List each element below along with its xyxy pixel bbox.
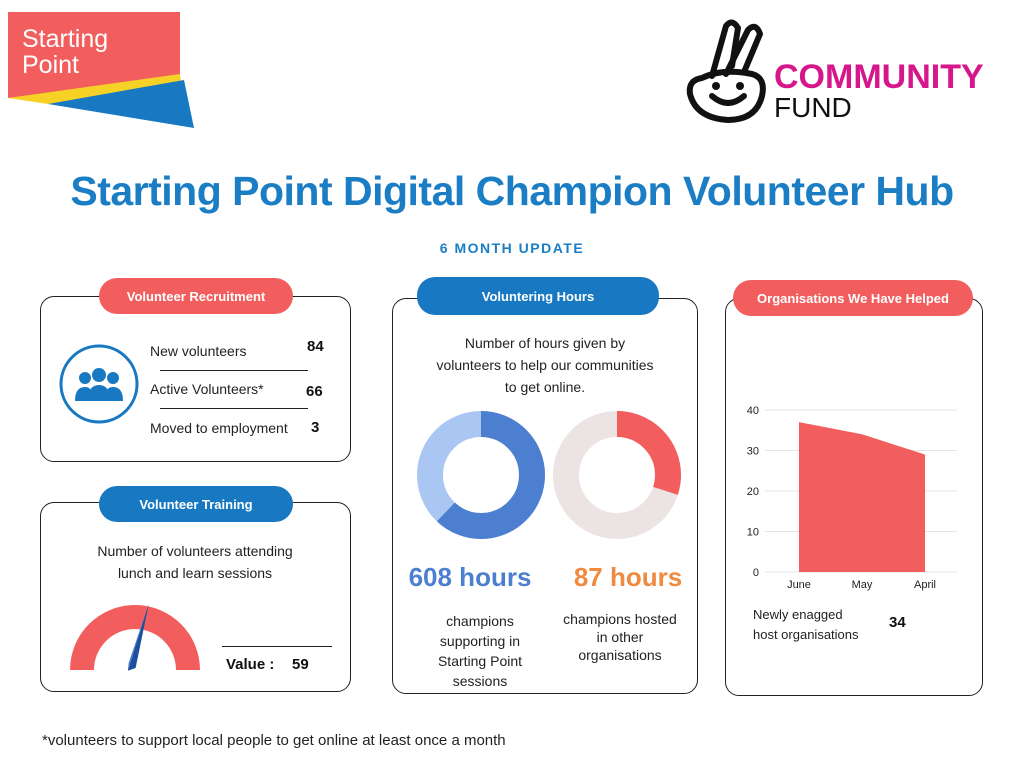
x-tick-label: June [787, 579, 811, 591]
starting-point-logo-text: Starting Point [22, 25, 109, 79]
hours-donut-sessions [417, 411, 545, 539]
caption-line: champions [446, 613, 514, 629]
recruitment-row-value: 66 [306, 383, 323, 400]
training-value-divider [222, 646, 332, 647]
area-series [799, 422, 925, 572]
caption-line: organisations [578, 647, 662, 663]
caption-line: sessions [452, 673, 508, 689]
footnote: *volunteers to support local people to g… [42, 732, 506, 749]
y-tick-label: 30 [747, 446, 759, 458]
hours-donut-hosted [553, 411, 681, 539]
donut-arc [553, 411, 681, 539]
gauge-needle [127, 603, 149, 671]
recruitment-row-value: 84 [307, 338, 324, 355]
recruitment-divider [160, 408, 308, 409]
hours-heading: Voluntering Hours [417, 277, 659, 315]
organisations-area-chart: 0 10 20 30 40 June May April [747, 405, 957, 591]
organisations-caption-value: 34 [889, 614, 906, 631]
caption-line: Newly enagged [753, 607, 843, 622]
x-tick-label: May [852, 579, 873, 591]
hours-hosted-caption: champions hosted in other organisations [544, 610, 696, 664]
caption-line: Starting Point [437, 653, 523, 669]
recruitment-heading: Volunteer Recruitment [99, 278, 293, 314]
x-tick-label: April [914, 579, 936, 591]
people-group-icon [59, 344, 139, 424]
recruitment-row-label: Active Volunteers* [150, 381, 264, 397]
organisations-heading: Organisations We Have Helped [733, 280, 973, 316]
hours-description: Number of hours given by volunteers to h… [402, 332, 688, 398]
caption-line: host organisations [753, 627, 859, 642]
donut-arc [417, 411, 545, 539]
training-description: Number of volunteers attending lunch and… [60, 540, 330, 584]
training-description-line: Number of volunteers attending [97, 543, 293, 559]
hours-description-line: Number of hours given by [464, 335, 626, 351]
recruitment-row-label: New volunteers [150, 343, 247, 359]
training-value: 59 [292, 656, 309, 673]
page-subtitle: 6 MONTH UPDATE [439, 240, 585, 256]
starting-point-logo [8, 12, 194, 128]
page-title: Starting Point Digital Champion Voluntee… [70, 168, 954, 214]
hours-hosted-value: 87 hours [573, 562, 683, 592]
organisations-caption: Newly enagged host organisations [753, 605, 859, 645]
y-tick-label: 10 [747, 527, 759, 539]
caption-line: in other [596, 629, 644, 645]
hours-description-line: to get online. [504, 379, 586, 395]
training-heading: Volunteer Training [99, 486, 293, 522]
recruitment-divider [160, 370, 308, 371]
training-value-label: Value : [226, 656, 275, 673]
recruitment-row-value: 3 [311, 419, 320, 436]
community-fund-logo-community: COMMUNITY [774, 58, 984, 96]
training-gauge [70, 603, 200, 671]
caption-line: supporting in [439, 633, 521, 649]
y-tick-label: 40 [747, 405, 759, 417]
hours-sessions-value: 608 hours [408, 562, 532, 592]
recruitment-row-label: Moved to employment [150, 420, 288, 436]
y-tick-label: 20 [747, 486, 759, 498]
hours-sessions-caption: champions supporting in Starting Point s… [404, 611, 556, 691]
y-tick-label: 0 [753, 567, 759, 579]
crossed-fingers-icon [686, 19, 766, 123]
community-fund-logo-fund: FUND [774, 92, 852, 123]
hours-description-line: volunteers to help our communities [436, 357, 654, 373]
training-description-line: lunch and learn sessions [117, 565, 273, 581]
organisations-panel [725, 298, 983, 696]
caption-line: champions hosted [563, 611, 677, 627]
